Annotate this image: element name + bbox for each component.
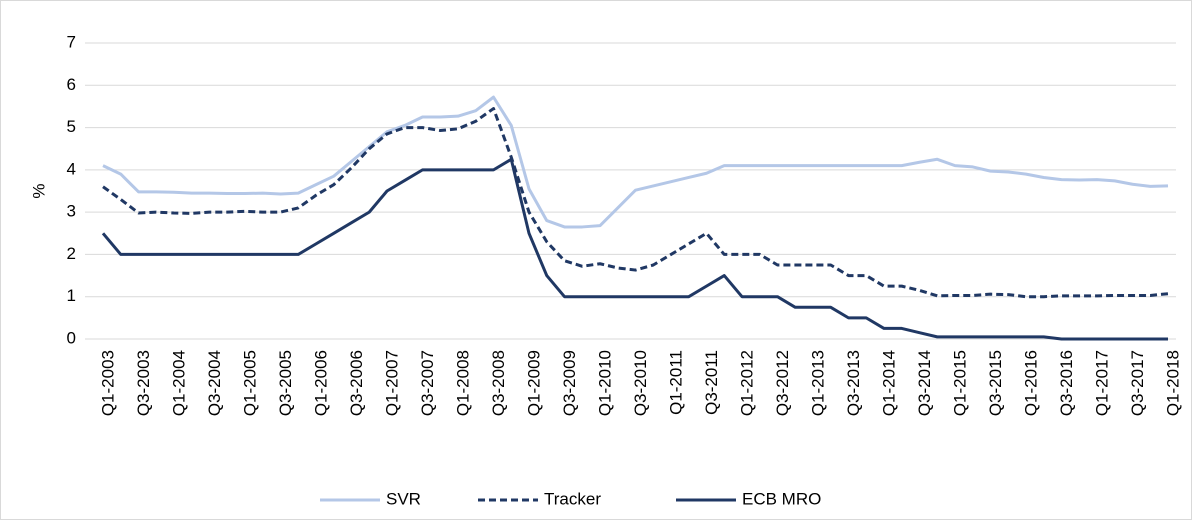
x-tick-label: Q3-2013 <box>844 350 863 416</box>
x-tick-label: Q1-2005 <box>240 350 259 416</box>
y-tick-label: 1 <box>67 286 76 305</box>
x-tick-label: Q1-2014 <box>879 350 898 416</box>
x-tick-label: Q3-2016 <box>1057 350 1076 416</box>
x-tick-label: Q3-2005 <box>276 350 295 416</box>
x-tick-label: Q1-2011 <box>666 350 685 415</box>
x-tick-label: Q3-2003 <box>134 350 153 416</box>
x-tick-label: Q3-2017 <box>1128 350 1147 416</box>
x-tick-label: Q1-2013 <box>808 350 827 416</box>
x-tick-label: Q1-2017 <box>1092 350 1111 416</box>
x-tick-label: Q3-2011 <box>702 350 721 415</box>
y-tick-label: 0 <box>67 328 76 347</box>
x-tick-label: Q1-2016 <box>1021 350 1040 416</box>
x-tick-label: Q1-2018 <box>1163 350 1182 416</box>
x-tick-label: Q3-2008 <box>489 350 508 416</box>
x-tick-label: Q1-2010 <box>595 350 614 416</box>
y-tick-label: 4 <box>67 159 76 178</box>
x-tick-label: Q1-2003 <box>98 350 117 416</box>
x-tick-label: Q3-2015 <box>986 350 1005 416</box>
x-tick-label: Q3-2007 <box>418 350 437 416</box>
x-tick-label: Q1-2004 <box>169 350 188 416</box>
legend-label: ECB MRO <box>742 489 821 508</box>
y-tick-label: 5 <box>67 117 76 136</box>
x-tick-label: Q1-2006 <box>311 350 330 416</box>
x-tick-label: Q3-2004 <box>205 350 224 416</box>
x-tick-label: Q3-2006 <box>347 350 366 416</box>
series-line <box>101 157 1168 341</box>
series-line <box>102 95 1169 229</box>
x-tick-label: Q3-2012 <box>773 350 792 416</box>
y-axis-label: % <box>29 183 48 198</box>
legend-label: SVR <box>386 489 421 508</box>
x-tick-label: Q3-2014 <box>915 350 934 416</box>
legend-label: Tracker <box>544 489 601 508</box>
y-tick-label: 7 <box>67 32 76 51</box>
y-tick-label: 3 <box>67 202 76 221</box>
series-line <box>102 107 1169 299</box>
x-tick-label: Q1-2009 <box>524 350 543 416</box>
x-tick-label: Q1-2015 <box>950 350 969 416</box>
x-tick-label: Q1-2012 <box>737 350 756 416</box>
x-tick-label: Q1-2007 <box>382 350 401 416</box>
x-tick-label: Q3-2009 <box>560 350 579 416</box>
y-tick-label: 2 <box>67 244 76 263</box>
x-tick-label: Q1-2008 <box>453 350 472 416</box>
x-tick-label: Q3-2010 <box>631 350 650 416</box>
y-tick-label: 6 <box>67 75 76 94</box>
